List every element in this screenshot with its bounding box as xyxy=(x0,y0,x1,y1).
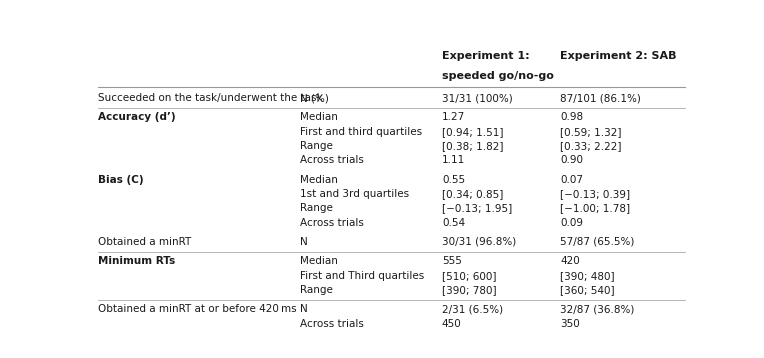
Text: First and Third quartiles: First and Third quartiles xyxy=(299,271,424,281)
Text: 0.09: 0.09 xyxy=(560,218,583,228)
Text: [510; 600]: [510; 600] xyxy=(442,271,497,281)
Text: 350: 350 xyxy=(560,319,580,329)
Text: Median: Median xyxy=(299,112,338,122)
Text: Experiment 2: SAB: Experiment 2: SAB xyxy=(560,51,677,61)
Text: Across trials: Across trials xyxy=(299,319,364,329)
Text: 420: 420 xyxy=(560,256,580,266)
Text: speeded go/no-go: speeded go/no-go xyxy=(442,71,554,81)
Text: Range: Range xyxy=(299,203,332,213)
Text: 0.55: 0.55 xyxy=(442,175,465,185)
Text: N (%): N (%) xyxy=(299,93,329,103)
Text: Obtained a minRT: Obtained a minRT xyxy=(99,237,192,247)
Text: Median: Median xyxy=(299,256,338,266)
Text: N: N xyxy=(299,237,308,247)
Text: 1.27: 1.27 xyxy=(442,112,465,122)
Text: [360; 540]: [360; 540] xyxy=(560,285,615,295)
Text: 1.11: 1.11 xyxy=(442,155,465,165)
Text: [390; 780]: [390; 780] xyxy=(442,285,497,295)
Text: [0.38; 1.82]: [0.38; 1.82] xyxy=(442,141,503,151)
Text: [0.34; 0.85]: [0.34; 0.85] xyxy=(442,189,503,199)
Text: 31/31 (100%): 31/31 (100%) xyxy=(442,93,513,103)
Text: 32/87 (36.8%): 32/87 (36.8%) xyxy=(560,304,635,314)
Text: [−1.00; 1.78]: [−1.00; 1.78] xyxy=(560,203,630,213)
Text: 2/31 (6.5%): 2/31 (6.5%) xyxy=(442,304,503,314)
Text: [0.94; 1.51]: [0.94; 1.51] xyxy=(442,127,503,137)
Text: Median: Median xyxy=(299,175,338,185)
Text: First and third quartiles: First and third quartiles xyxy=(299,127,422,137)
Text: 555: 555 xyxy=(442,256,461,266)
Text: 30/31 (96.8%): 30/31 (96.8%) xyxy=(442,237,516,247)
Text: 0.54: 0.54 xyxy=(442,218,465,228)
Text: Obtained a minRT at or before 420 ms: Obtained a minRT at or before 420 ms xyxy=(99,304,297,314)
Text: Range: Range xyxy=(299,141,332,151)
Text: Across trials: Across trials xyxy=(299,218,364,228)
Text: 57/87 (65.5%): 57/87 (65.5%) xyxy=(560,237,635,247)
Text: Range: Range xyxy=(299,285,332,295)
Text: 1st and 3rd quartiles: 1st and 3rd quartiles xyxy=(299,189,409,199)
Text: Across trials: Across trials xyxy=(299,155,364,165)
Text: [−0.13; 0.39]: [−0.13; 0.39] xyxy=(560,189,630,199)
Text: 87/101 (86.1%): 87/101 (86.1%) xyxy=(560,93,641,103)
Text: Bias (C): Bias (C) xyxy=(99,175,144,185)
Text: [−0.13; 1.95]: [−0.13; 1.95] xyxy=(442,203,512,213)
Text: 450: 450 xyxy=(442,319,461,329)
Text: N: N xyxy=(299,304,308,314)
Text: [0.33; 2.22]: [0.33; 2.22] xyxy=(560,141,622,151)
Text: 0.98: 0.98 xyxy=(560,112,584,122)
Text: Accuracy (d’): Accuracy (d’) xyxy=(99,112,176,122)
Text: Minimum RTs: Minimum RTs xyxy=(99,256,176,266)
Text: [390; 480]: [390; 480] xyxy=(560,271,615,281)
Text: [0.59; 1.32]: [0.59; 1.32] xyxy=(560,127,622,137)
Text: 0.90: 0.90 xyxy=(560,155,583,165)
Text: 0.07: 0.07 xyxy=(560,175,583,185)
Text: Succeeded on the task/underwent the task: Succeeded on the task/underwent the task xyxy=(99,93,323,103)
Text: Experiment 1:: Experiment 1: xyxy=(442,51,529,61)
